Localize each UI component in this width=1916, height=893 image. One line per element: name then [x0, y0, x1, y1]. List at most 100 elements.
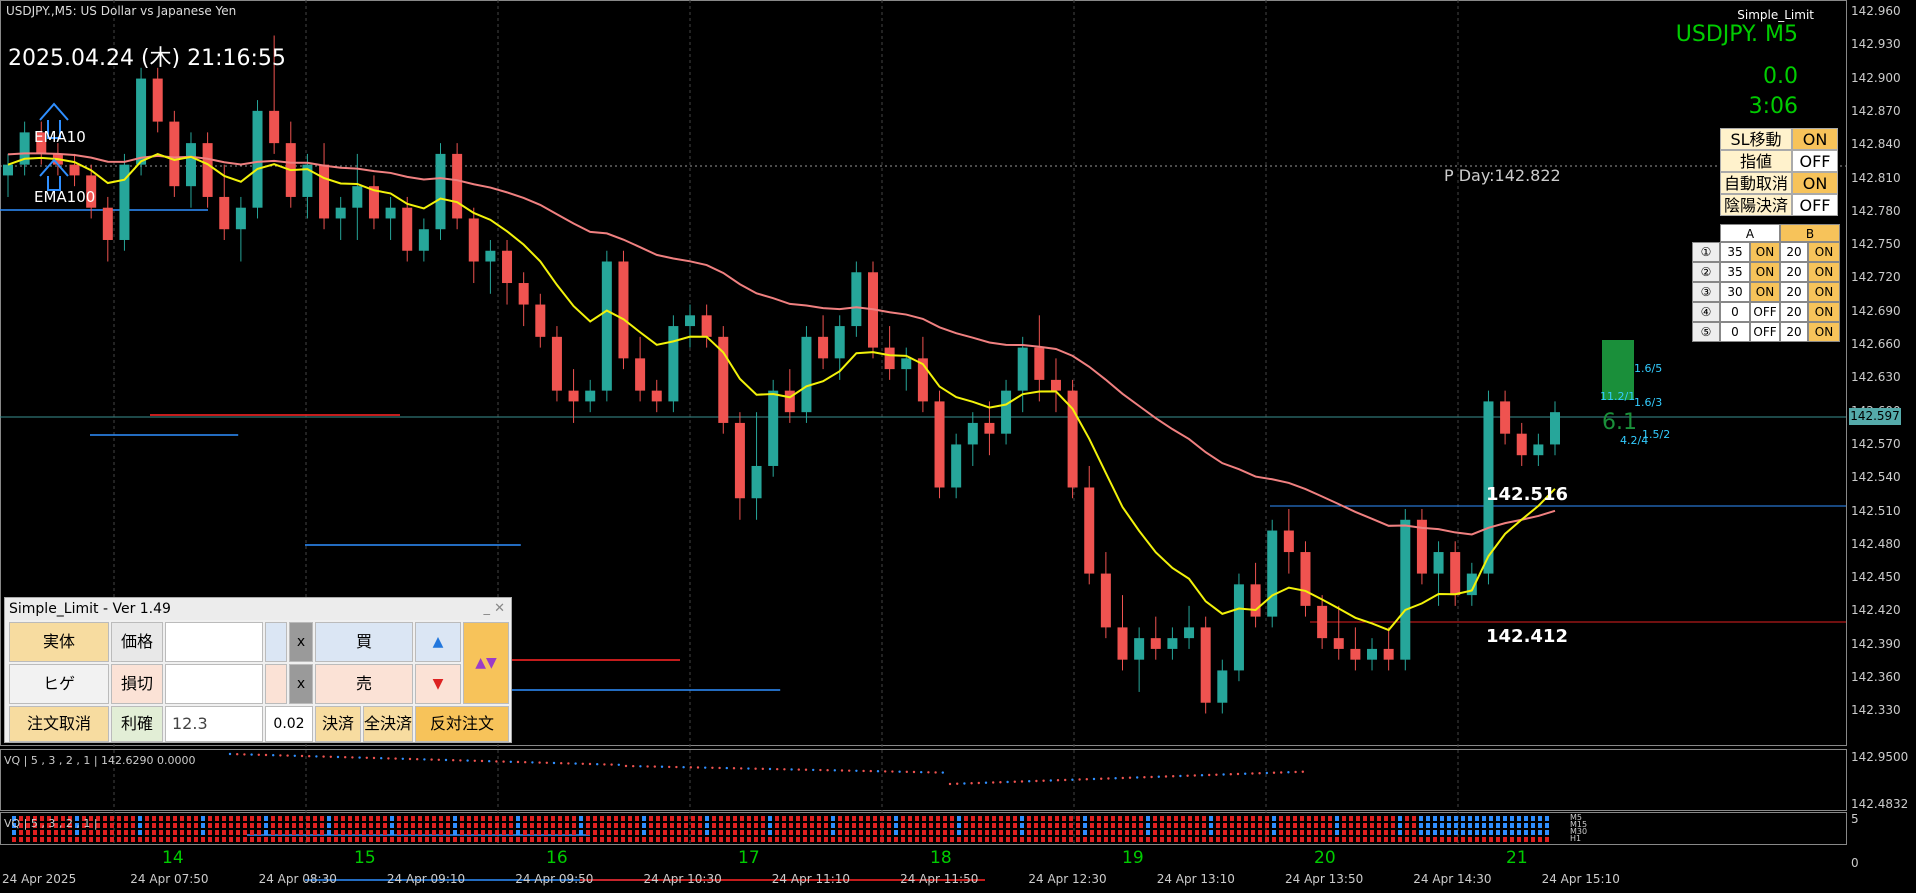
candle-body: [1550, 412, 1560, 445]
vq2-cell: [558, 816, 562, 821]
ab-cell[interactable]: ON: [1750, 242, 1780, 262]
step-input[interactable]: 0.02: [265, 706, 313, 742]
vq2-cell: [516, 830, 520, 835]
candle-body: [901, 358, 912, 370]
vq2-cell: [1027, 816, 1031, 821]
price-clear-button[interactable]: x: [289, 622, 313, 662]
price-input[interactable]: [165, 622, 263, 662]
vq2-cell: [481, 816, 485, 821]
vq-dot: [653, 765, 656, 768]
ab-cell[interactable]: ON: [1750, 262, 1780, 282]
vq2-cell: [180, 816, 184, 821]
vq2-cell: [1251, 837, 1255, 842]
vq2-cell: [1335, 830, 1339, 835]
vq2-cell: [1237, 816, 1241, 821]
wick-button[interactable]: ヒゲ: [9, 664, 109, 704]
close-button[interactable]: 決済: [315, 706, 361, 742]
vq2-cell: [40, 823, 44, 828]
day-label: 14: [162, 848, 184, 868]
ab-cell[interactable]: 20: [1780, 322, 1808, 342]
up-arrow-icon[interactable]: ▲: [415, 622, 461, 662]
vq2-cell: [1034, 816, 1038, 821]
panel-title-bar[interactable]: Simple_Limit - Ver 1.49 _ ✕: [5, 598, 511, 620]
vq2-cell: [740, 816, 744, 821]
close-all-button[interactable]: 全決済: [363, 706, 413, 742]
ab-cell[interactable]: ON: [1750, 282, 1780, 302]
down-arrow-icon[interactable]: ▼: [415, 664, 461, 704]
ab-cell[interactable]: 30: [1720, 282, 1750, 302]
ab-cell[interactable]: OFF: [1750, 322, 1780, 342]
ab-header-b[interactable]: B: [1780, 224, 1840, 242]
vq2-cell: [1083, 823, 1087, 828]
toggle-autocancel-button[interactable]: ON: [1792, 172, 1838, 194]
vq2-cell: [649, 837, 653, 842]
vq2-cell: [1489, 823, 1493, 828]
vq2-cell: [1545, 823, 1549, 828]
vq2-cell: [824, 837, 828, 842]
vq-dot: [1114, 777, 1117, 780]
ab-cell[interactable]: 20: [1780, 302, 1808, 322]
price-axis-label: 142.570: [1851, 436, 1901, 451]
buy-button[interactable]: 買: [315, 622, 413, 662]
toggle-limit-button[interactable]: OFF: [1792, 150, 1838, 172]
ab-cell[interactable]: ON: [1808, 242, 1840, 262]
vq2-cell: [775, 830, 779, 835]
cancel-order-button[interactable]: 注文取消: [9, 706, 109, 742]
vq2-cell: [348, 837, 352, 842]
vq2-cell: [390, 823, 394, 828]
updown-arrow-icon[interactable]: ▲▼: [463, 622, 509, 704]
ab-cell[interactable]: 35: [1720, 262, 1750, 282]
vq-dot: [848, 769, 851, 772]
vq2-cell: [754, 823, 758, 828]
vq2-cell: [1265, 830, 1269, 835]
vq2-cell: [201, 837, 205, 842]
vq-dot: [423, 758, 426, 761]
stoploss-clear-button[interactable]: x: [289, 664, 313, 704]
vq-dot: [250, 753, 253, 756]
ab-cell[interactable]: 35: [1720, 242, 1750, 262]
vq-dot: [1265, 771, 1269, 775]
vq2-cell: [684, 816, 688, 821]
ab-cell[interactable]: 0: [1720, 302, 1750, 322]
toggle-sl-button[interactable]: ON: [1792, 128, 1838, 150]
price-axis-label: 142.870: [1851, 103, 1901, 118]
ab-cell[interactable]: ON: [1808, 262, 1840, 282]
ab-header-a[interactable]: A: [1720, 224, 1780, 242]
vq2-cell: [831, 830, 835, 835]
ab-cell[interactable]: ON: [1808, 282, 1840, 302]
vq2-cell: [1363, 816, 1367, 821]
ab-cell[interactable]: 20: [1780, 282, 1808, 302]
vq2-cell: [1391, 823, 1395, 828]
candle-body: [418, 229, 429, 251]
vq2-cell: [418, 816, 422, 821]
vq2-cell: [719, 830, 723, 835]
reverse-order-button[interactable]: 反対注文: [415, 706, 509, 742]
vq2-cell: [1181, 830, 1185, 835]
ab-cell[interactable]: OFF: [1750, 302, 1780, 322]
ab-cell[interactable]: 0: [1720, 322, 1750, 342]
toggle-yinyang-button[interactable]: OFF: [1792, 194, 1838, 216]
vq2-cell: [439, 830, 443, 835]
ab-cell[interactable]: ON: [1808, 322, 1840, 342]
vq2-cell: [1412, 837, 1416, 842]
ab-cell[interactable]: ON: [1808, 302, 1840, 322]
stoploss-input[interactable]: [165, 664, 263, 704]
vq-dot: [466, 759, 469, 762]
body-button[interactable]: 実体: [9, 622, 109, 662]
candle-body: [152, 78, 163, 122]
takeprofit-input[interactable]: 12.3: [165, 706, 263, 742]
vq2-cell: [1286, 830, 1290, 835]
vq-dot: [1078, 778, 1081, 781]
time-label: 24 Apr 12:30: [1028, 872, 1107, 886]
ab-cell[interactable]: 20: [1780, 262, 1808, 282]
vq2-cell: [488, 823, 492, 828]
vq2-cell: [1153, 837, 1157, 842]
vq2-cell: [1405, 830, 1409, 835]
ab-cell[interactable]: 20: [1780, 242, 1808, 262]
panel-window-controls[interactable]: _ ✕: [483, 601, 505, 616]
vq-dot: [1143, 776, 1146, 779]
candle-body: [1150, 638, 1161, 649]
vq2-cell: [1041, 816, 1045, 821]
sell-button[interactable]: 売: [315, 664, 413, 704]
